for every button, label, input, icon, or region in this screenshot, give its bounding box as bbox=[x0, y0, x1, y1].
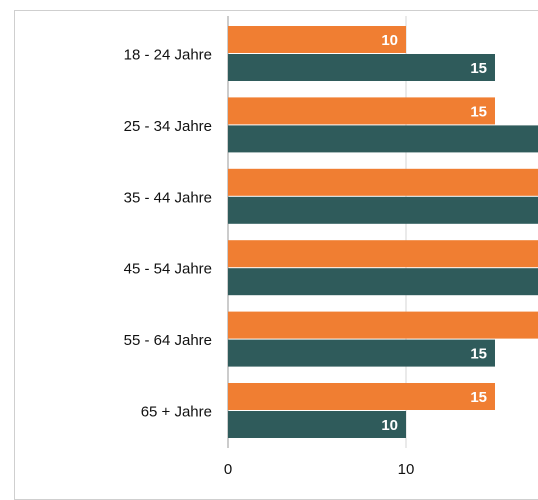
x-tick-label-0: 0 bbox=[224, 461, 232, 478]
bar-s2-3 bbox=[228, 196, 538, 224]
category-label-3: 35 - 44 Jahre bbox=[124, 189, 212, 206]
bar-s1-6 bbox=[228, 383, 495, 410]
category-label-2: 25 - 34 Jahre bbox=[124, 118, 212, 135]
bar-s2-4 bbox=[228, 268, 538, 296]
bar-s2-5 bbox=[228, 339, 495, 367]
category-label-5: 55 - 64 Jahre bbox=[124, 332, 212, 349]
bar-s2-1 bbox=[228, 54, 495, 81]
bar-s2-6 bbox=[228, 411, 406, 438]
bar-s1-3 bbox=[228, 168, 538, 196]
bar-label-s2-1: 15 bbox=[470, 60, 487, 77]
category-label-6: 65 + Jahre bbox=[141, 404, 212, 421]
bar-s1-2 bbox=[228, 97, 495, 125]
bar-s2-2 bbox=[228, 125, 538, 153]
category-label-1: 18 - 24 Jahre bbox=[124, 47, 212, 64]
bar-label-s1-1: 10 bbox=[381, 32, 398, 49]
bar-label-s1-2: 15 bbox=[470, 103, 487, 120]
grid-lines bbox=[227, 16, 407, 448]
category-label-4: 45 - 54 Jahre bbox=[124, 261, 212, 278]
bar-label-s2-6: 10 bbox=[381, 417, 398, 434]
bar-s1-4 bbox=[228, 240, 538, 268]
x-axis-ticks: 0 10 bbox=[224, 461, 415, 478]
bar-labels: 10 15 15 15 15 10 bbox=[381, 32, 487, 434]
bar-label-s2-5: 15 bbox=[470, 346, 487, 363]
x-tick-label-10: 10 bbox=[398, 461, 415, 478]
bars bbox=[228, 26, 538, 438]
bar-label-s1-6: 15 bbox=[470, 389, 487, 406]
category-labels: 18 - 24 Jahre 25 - 34 Jahre 35 - 44 Jahre 4… bbox=[124, 47, 212, 421]
bar-s1-5 bbox=[228, 311, 538, 339]
bar-s1-1 bbox=[228, 26, 406, 53]
